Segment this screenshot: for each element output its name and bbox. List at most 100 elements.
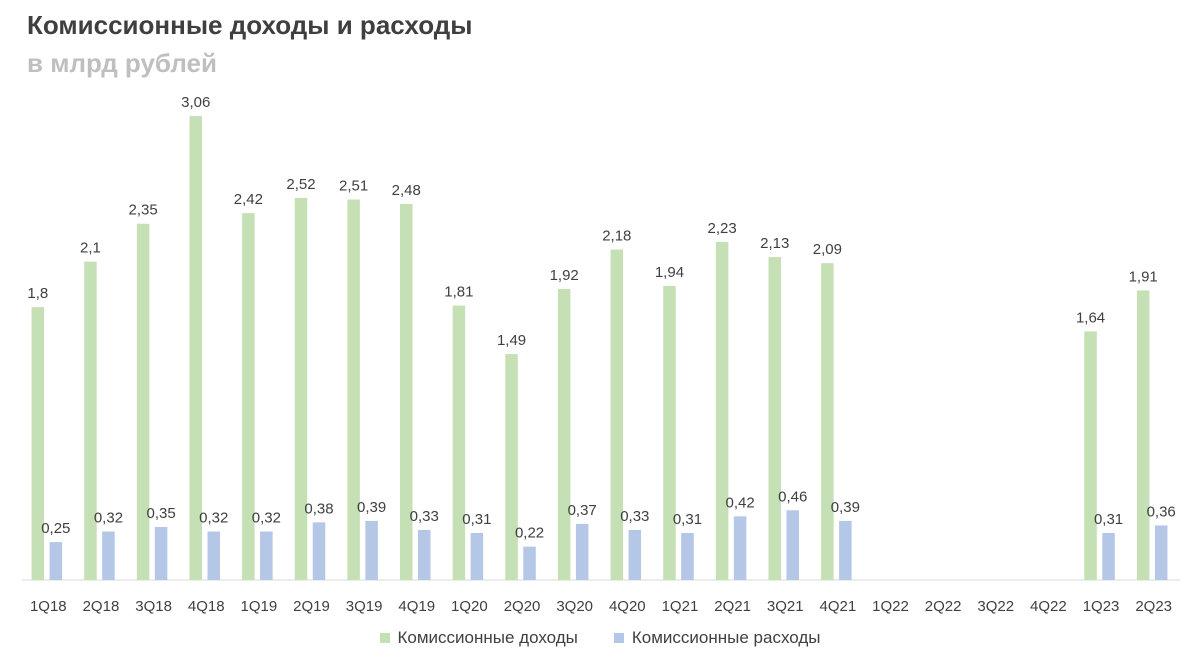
bar-expense-2Q18 <box>102 531 115 580</box>
bar-expense-2Q21 <box>733 516 747 580</box>
data-label-income-2Q18: 2,1 <box>80 240 101 257</box>
x-tick-label-1Q19: 1Q19 <box>241 598 278 615</box>
data-label-income-1Q23: 1,64 <box>1076 309 1105 326</box>
data-label-expense-4Q21: 0,39 <box>831 499 860 516</box>
legend-swatch-income <box>379 633 390 643</box>
bar-income-1Q19 <box>242 213 255 581</box>
bar-expense-2Q19 <box>312 522 326 580</box>
bar-expense-3Q21 <box>786 510 799 580</box>
legend-label-income: Комиссионные доходы <box>397 628 578 647</box>
chart-title: Комиссионные доходы и расходы <box>27 10 473 40</box>
x-tick-label-2Q22: 2Q22 <box>925 598 962 615</box>
data-label-expense-4Q20: 0,33 <box>620 508 649 525</box>
bar-income-2Q18 <box>84 261 97 580</box>
x-tick-label-3Q20: 3Q20 <box>556 598 593 615</box>
legend-swatch-expense <box>613 633 624 643</box>
x-tick-label-4Q21: 4Q21 <box>820 598 857 615</box>
bar-income-2Q19 <box>294 197 308 580</box>
x-tick-label-2Q18: 2Q18 <box>83 598 120 615</box>
data-label-income-1Q18: 1,8 <box>27 285 48 302</box>
data-label-income-1Q19: 2,42 <box>234 191 263 208</box>
bar-expense-4Q21 <box>839 520 852 580</box>
x-tick-label-1Q18: 1Q18 <box>30 598 67 615</box>
bar-income-3Q20 <box>557 288 571 580</box>
data-label-expense-1Q18: 0,25 <box>41 520 70 537</box>
bar-expense-2Q23 <box>1154 525 1168 580</box>
bar-income-1Q20 <box>452 305 466 580</box>
x-tick-label-4Q22: 4Q22 <box>1030 598 1067 615</box>
bar-income-3Q18 <box>136 223 150 581</box>
data-label-expense-3Q19: 0,39 <box>357 499 386 516</box>
data-label-income-3Q19: 2,51 <box>339 177 368 194</box>
bar-income-1Q21 <box>663 285 676 580</box>
data-label-income-1Q20: 1,81 <box>444 284 473 301</box>
x-tick-label-1Q20: 1Q20 <box>451 598 488 615</box>
bar-income-4Q21 <box>821 263 834 580</box>
x-tick-label-2Q23: 2Q23 <box>1135 598 1172 615</box>
data-label-expense-2Q19: 0,38 <box>304 500 333 517</box>
x-tick-label-3Q21: 3Q21 <box>767 598 804 615</box>
chart-subtitle: в млрд рублей <box>27 48 217 78</box>
data-label-expense-4Q18: 0,32 <box>199 509 228 526</box>
data-label-expense-3Q21: 0,46 <box>778 488 807 505</box>
bar-income-4Q19 <box>400 204 413 581</box>
legend: Комиссионные доходы Комиссионные расходы <box>0 628 1200 648</box>
bar-income-4Q18 <box>189 116 202 580</box>
legend-label-expense: Комиссионные расходы <box>631 628 821 647</box>
bar-expense-1Q19 <box>260 531 273 580</box>
bar-income-1Q18 <box>31 307 45 580</box>
data-label-expense-1Q21: 0,31 <box>673 511 702 528</box>
x-tick-label-1Q21: 1Q21 <box>662 598 699 615</box>
bar-income-4Q20 <box>610 249 624 580</box>
bar-expense-1Q23 <box>1102 533 1115 580</box>
data-label-expense-1Q20: 0,31 <box>462 511 491 528</box>
data-label-expense-2Q23: 0,36 <box>1147 503 1176 520</box>
data-label-income-2Q20: 1,49 <box>497 332 526 349</box>
x-tick-label-1Q22: 1Q22 <box>872 598 909 615</box>
bar-expense-3Q20 <box>575 523 589 580</box>
bar-expense-3Q19 <box>365 520 378 580</box>
data-label-expense-2Q21: 0,42 <box>725 494 754 511</box>
data-label-expense-3Q18: 0,35 <box>146 505 175 522</box>
data-label-income-4Q21: 2,09 <box>813 241 842 258</box>
bar-expense-1Q21 <box>681 533 694 580</box>
data-label-income-2Q23: 1,91 <box>1129 268 1158 285</box>
x-tick-label-3Q19: 3Q19 <box>346 598 383 615</box>
bar-expense-4Q18 <box>207 531 220 580</box>
x-tick-label-2Q21: 2Q21 <box>714 598 751 615</box>
bar-expense-4Q19 <box>418 529 431 580</box>
legend-item-expense: Комиссионные расходы <box>613 628 821 648</box>
x-tick-label-2Q19: 2Q19 <box>293 598 330 615</box>
data-label-expense-1Q19: 0,32 <box>252 509 281 526</box>
bar-income-3Q19 <box>347 199 360 580</box>
x-tick-label-3Q18: 3Q18 <box>135 598 172 615</box>
data-label-income-4Q19: 2,48 <box>392 182 421 199</box>
data-label-expense-3Q20: 0,37 <box>568 502 597 519</box>
data-label-income-2Q21: 2,23 <box>707 220 736 237</box>
data-label-income-2Q19: 2,52 <box>286 176 315 193</box>
bar-expense-2Q20 <box>523 546 536 580</box>
bar-expense-3Q18 <box>154 526 168 580</box>
data-label-income-4Q20: 2,18 <box>602 228 631 245</box>
x-tick-label-4Q18: 4Q18 <box>188 598 225 615</box>
data-label-income-3Q21: 2,13 <box>760 235 789 252</box>
bar-expense-1Q20 <box>470 533 484 580</box>
data-label-expense-2Q18: 0,32 <box>94 509 123 526</box>
bar-income-3Q21 <box>768 257 781 580</box>
data-label-income-4Q18: 3,06 <box>181 94 210 111</box>
data-label-expense-4Q19: 0,33 <box>410 508 439 525</box>
data-label-expense-2Q20: 0,22 <box>515 525 544 542</box>
x-tick-label-4Q19: 4Q19 <box>398 598 435 615</box>
x-tick-label-3Q22: 3Q22 <box>977 598 1014 615</box>
data-label-income-3Q20: 1,92 <box>550 267 579 284</box>
data-label-income-3Q18: 2,35 <box>128 202 157 219</box>
bar-expense-4Q20 <box>628 529 642 580</box>
data-label-income-1Q21: 1,94 <box>655 264 684 281</box>
x-tick-label-4Q20: 4Q20 <box>609 598 646 615</box>
x-tick-label-1Q23: 1Q23 <box>1083 598 1120 615</box>
bar-income-2Q20 <box>505 354 518 580</box>
bar-income-2Q21 <box>715 241 729 580</box>
x-tick-label-2Q20: 2Q20 <box>504 598 541 615</box>
bar-income-2Q23 <box>1136 290 1150 580</box>
